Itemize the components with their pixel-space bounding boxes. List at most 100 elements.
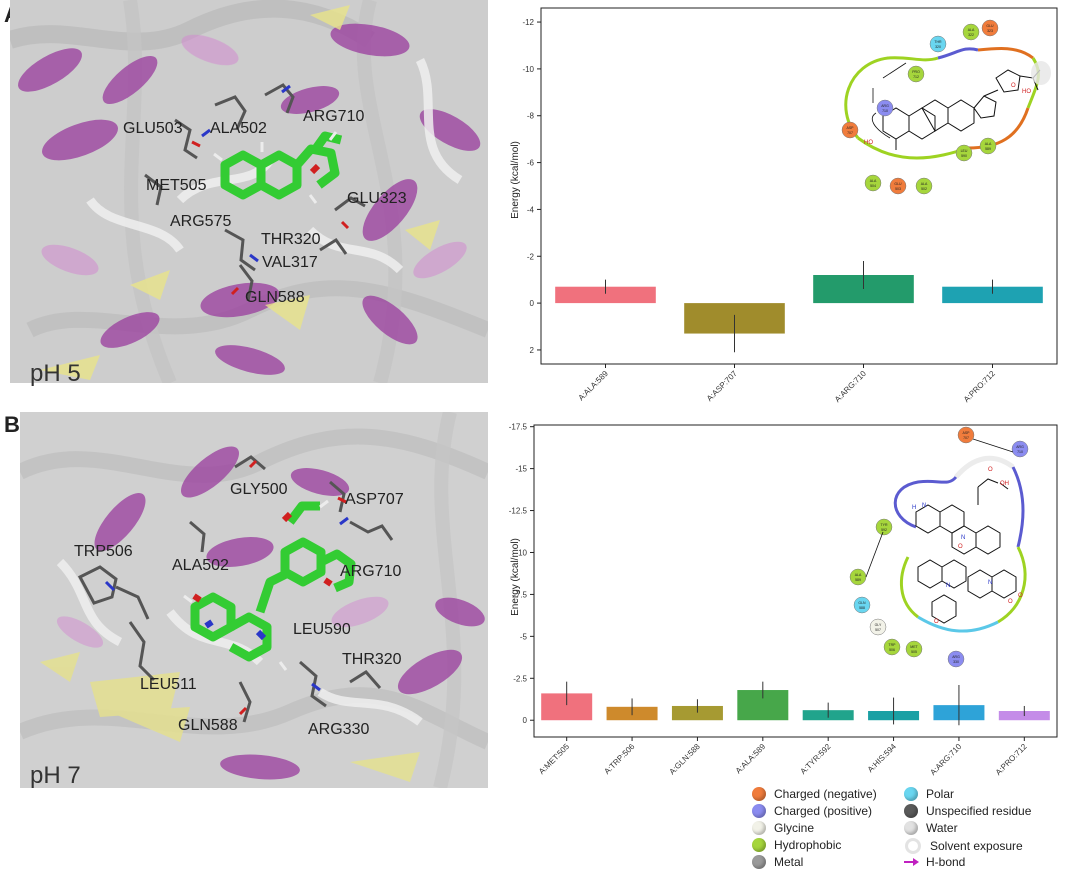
residue-label: VAL317	[262, 254, 318, 271]
residue-name: ALA	[985, 142, 992, 146]
plot-frame	[533, 424, 1058, 738]
x-tick-label: A:TYR:592	[799, 742, 833, 776]
x-tick-label: A:ASP:707	[705, 369, 739, 403]
ph-label-a: pH 5	[30, 360, 81, 387]
atom-label: O	[1011, 83, 1016, 89]
residue-number: 710	[882, 109, 888, 113]
residue-number: 330	[953, 660, 959, 664]
residue-number: 505	[911, 650, 917, 654]
atom-label: N	[946, 583, 950, 589]
residue-name: ASP	[846, 126, 854, 130]
residue-disc	[853, 596, 871, 614]
legend-label: Polar	[926, 787, 955, 801]
residue-number: 320	[935, 45, 941, 49]
residue-name: THR	[934, 40, 942, 44]
atom-label: H	[912, 505, 916, 511]
x-tick-label: A:ARG:710	[928, 742, 963, 777]
y-tick-label: -15	[515, 465, 527, 474]
residue-label: ARG710	[340, 563, 401, 580]
residue-disc	[875, 518, 893, 536]
legend-label: Charged (negative)	[774, 787, 877, 801]
residue-number: 507	[875, 628, 881, 632]
atom-label: OH	[1000, 481, 1009, 487]
residue-number: 710	[1017, 450, 1023, 454]
bar	[671, 705, 723, 721]
residue-number: 589	[985, 147, 991, 151]
atom-label: O	[934, 619, 939, 625]
legend-label: Solvent exposure	[930, 839, 1023, 853]
y-axis-label: Energy (kcal/mol)	[510, 141, 521, 219]
residue-name: ARG	[952, 655, 960, 659]
atom-label: O	[1008, 599, 1013, 605]
y-tick-label: -12	[522, 18, 534, 27]
plot-frame	[540, 7, 1058, 365]
residue-label: ALA502	[172, 557, 229, 574]
ph-label-b: pH 7	[30, 762, 81, 789]
residue-number: 588	[859, 606, 865, 610]
residue-name: ASP	[962, 431, 970, 435]
residue-name: GLY	[875, 623, 882, 627]
interaction-diagram-a: HO O HO GLU323ALA322THR320PRO712ARG710AS…	[841, 19, 1051, 195]
bar	[555, 286, 656, 304]
atom-label: O	[958, 544, 963, 550]
legend-item: Solvent exposure	[904, 838, 1023, 854]
residue-number: 323	[987, 29, 993, 33]
residue-label: GLY500	[230, 481, 288, 498]
residue-label: GLN588	[178, 717, 238, 734]
residue-label: MET505	[146, 177, 207, 194]
legend-label: Glycine	[774, 821, 815, 835]
x-tick-label: A:TRP:506	[602, 742, 636, 776]
residue-disc	[864, 174, 882, 192]
panel-letter-b: B	[4, 412, 20, 437]
residue-number: 707	[847, 131, 853, 135]
atom-label: HO	[864, 140, 873, 146]
legend-label: Charged (positive)	[774, 804, 873, 818]
residue-number: 590	[961, 154, 967, 158]
x-tick-label: A:PRO:712	[962, 369, 997, 404]
atom-label: N	[988, 580, 992, 586]
protein-render-ph7: GLY500 ASP707 TRP506 ALA502 ARG710 LEU59…	[20, 412, 488, 788]
legend-label: Water	[926, 821, 958, 835]
legend-label: Hydrophobic	[774, 838, 842, 852]
residue-label: ARG575	[170, 213, 231, 230]
y-tick-label: -12.5	[509, 507, 528, 516]
legend-item: Polar	[904, 787, 954, 801]
legend-item: Metal	[752, 855, 803, 869]
residue-number: 506	[889, 648, 895, 652]
x-tick-label: A:ALA:589	[577, 369, 611, 403]
legend-label: Unspecified residue	[926, 804, 1032, 818]
y-tick-label: -7.5	[513, 590, 527, 599]
protein-ribbon-image-b: GLY500 ASP707 TRP506 ALA502 ARG710 LEU59…	[20, 412, 488, 788]
protein-render-ph5: GLU503 ALA502 ARG710 MET505 GLU323 ARG57…	[10, 0, 488, 383]
residue-number: 322	[968, 33, 974, 37]
residue-name: GLN	[858, 601, 866, 605]
y-tick-label: 0	[523, 716, 528, 725]
legend-item: Charged (negative)	[752, 787, 877, 801]
atom-label: HO	[1022, 89, 1031, 95]
residue-label: THR320	[261, 231, 321, 248]
x-tick-label: A:HIS:594	[866, 742, 899, 775]
y-tick-label: -2	[527, 252, 535, 261]
residue-disc	[905, 640, 923, 658]
residue-disc	[915, 177, 933, 195]
residue-disc	[979, 137, 997, 155]
y-axis-label: Energy (kcal/mol)	[510, 538, 521, 616]
residue-disc	[947, 650, 965, 668]
residue-name: GLU	[986, 24, 994, 28]
legend-swatch	[752, 855, 766, 869]
residue-name: GLU	[894, 182, 902, 186]
x-tick-label: A:MET:505	[537, 742, 571, 776]
legend-label: Metal	[774, 855, 804, 869]
legend-swatch	[905, 838, 921, 854]
y-tick-label: 2	[530, 346, 535, 355]
legend-swatch	[904, 821, 918, 835]
residue-number: 503	[895, 187, 901, 191]
residue-name: TYR	[881, 523, 888, 527]
residue-name: ALA	[855, 573, 862, 577]
legend-swatch	[904, 804, 918, 818]
residue-number: 589	[855, 578, 861, 582]
residue-label: THR320	[342, 651, 402, 668]
atom-label: O	[988, 467, 993, 473]
legend-swatch	[752, 821, 766, 835]
legend-label: H-bond	[926, 855, 966, 869]
